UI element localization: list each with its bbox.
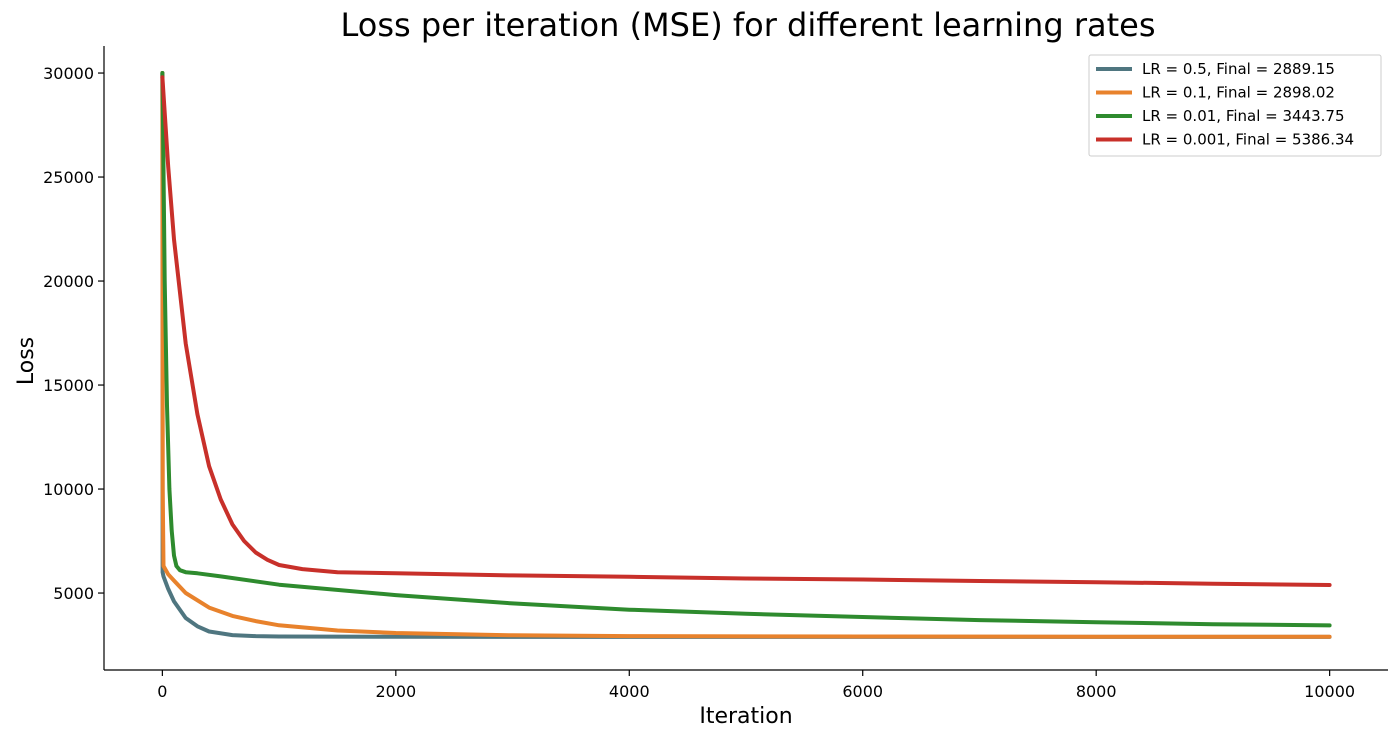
- series-line-0: [160, 71, 1332, 639]
- y-tick-label: 20000: [43, 272, 94, 291]
- series-line-2: [160, 71, 1332, 628]
- y-ticks: 5000 10000 15000 20000 25000 30000: [43, 64, 104, 603]
- x-tick-label: 4000: [609, 682, 650, 701]
- legend-label-1: LR = 0.1, Final = 2898.02: [1142, 84, 1335, 102]
- chart-title: Loss per iteration (MSE) for different l…: [341, 6, 1156, 44]
- legend-label-3: LR = 0.001, Final = 5386.34: [1142, 131, 1354, 149]
- x-tick-label: 8000: [1076, 682, 1117, 701]
- legend: LR = 0.5, Final = 2889.15 LR = 0.1, Final…: [1088, 54, 1382, 157]
- legend-box: [1088, 54, 1382, 157]
- y-tick-label: 5000: [53, 584, 94, 603]
- x-tick-label: 10000: [1304, 682, 1355, 701]
- y-tick-label: 10000: [43, 480, 94, 499]
- x-tick-label: 6000: [842, 682, 883, 701]
- x-ticks: 0 2000 4000 6000 8000 10000: [157, 670, 1355, 701]
- y-axis-label: Loss: [14, 337, 39, 385]
- y-tick-label: 30000: [43, 64, 94, 83]
- legend-label-0: LR = 0.5, Final = 2889.15: [1142, 60, 1335, 78]
- x-axis-label: Iteration: [699, 704, 792, 729]
- x-tick-label: 2000: [375, 682, 416, 701]
- legend-label-2: LR = 0.01, Final = 3443.75: [1142, 107, 1345, 125]
- series-line-1: [160, 71, 1332, 639]
- series-line-3: [160, 75, 1332, 587]
- y-tick-label: 15000: [43, 376, 94, 395]
- series-layer: [160, 71, 1332, 639]
- x-tick-label: 0: [157, 682, 167, 701]
- y-tick-label: 25000: [43, 168, 94, 187]
